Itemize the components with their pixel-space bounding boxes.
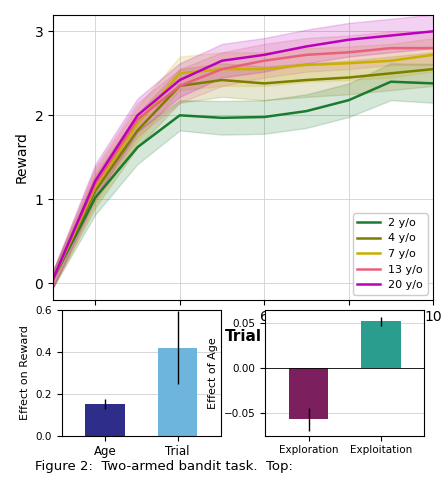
13 y/o [50, 276, 56, 282]
13 y/o [177, 83, 183, 89]
7 y/o [431, 52, 436, 58]
20 y/o [219, 58, 225, 63]
7 y/o [50, 276, 56, 282]
Bar [158, 348, 198, 436]
13 y/o [93, 182, 98, 187]
2 y/o [219, 115, 225, 121]
20 y/o [388, 32, 393, 38]
7 y/o [177, 70, 183, 76]
X-axis label: Trial: Trial [225, 329, 262, 344]
7 y/o [388, 58, 393, 63]
Y-axis label: Effect of Age: Effect of Age [208, 337, 218, 408]
2 y/o [304, 108, 309, 114]
4 y/o [219, 77, 225, 83]
7 y/o [304, 62, 309, 68]
4 y/o [177, 83, 183, 89]
2 y/o [388, 79, 393, 85]
13 y/o [219, 66, 225, 72]
Bar [289, 368, 328, 420]
Legend: 2 y/o, 4 y/o, 7 y/o, 13 y/o, 20 y/o: 2 y/o, 4 y/o, 7 y/o, 13 y/o, 20 y/o [353, 213, 427, 295]
4 y/o [304, 77, 309, 83]
20 y/o [304, 44, 309, 49]
20 y/o [50, 276, 56, 282]
4 y/o [135, 127, 140, 133]
2 y/o [346, 97, 351, 103]
13 y/o [388, 45, 393, 51]
13 y/o [135, 117, 140, 122]
2 y/o [177, 112, 183, 118]
7 y/o [135, 121, 140, 127]
2 y/o [135, 144, 140, 150]
20 y/o [346, 37, 351, 43]
20 y/o [262, 52, 267, 58]
Line: 20 y/o: 20 y/o [53, 31, 433, 279]
Y-axis label: Effect on Reward: Effect on Reward [20, 325, 30, 420]
4 y/o [346, 75, 351, 80]
13 y/o [346, 49, 351, 55]
4 y/o [262, 80, 267, 86]
4 y/o [431, 66, 436, 72]
Text: Figure 2:  Two-armed bandit task.  Top:: Figure 2: Two-armed bandit task. Top: [35, 460, 293, 473]
7 y/o [346, 60, 351, 66]
2 y/o [431, 80, 436, 86]
4 y/o [93, 188, 98, 194]
2 y/o [93, 195, 98, 200]
20 y/o [431, 29, 436, 34]
Y-axis label: Reward: Reward [15, 131, 29, 183]
13 y/o [304, 52, 309, 58]
4 y/o [388, 70, 393, 76]
Line: 4 y/o: 4 y/o [53, 69, 433, 279]
13 y/o [262, 58, 267, 63]
Line: 2 y/o: 2 y/o [53, 82, 433, 279]
Line: 7 y/o: 7 y/o [53, 55, 433, 279]
2 y/o [50, 276, 56, 282]
20 y/o [135, 112, 140, 118]
7 y/o [262, 66, 267, 72]
Bar [85, 404, 125, 436]
4 y/o [50, 276, 56, 282]
7 y/o [93, 184, 98, 190]
7 y/o [219, 66, 225, 72]
Line: 13 y/o: 13 y/o [53, 48, 433, 279]
20 y/o [93, 178, 98, 184]
20 y/o [177, 77, 183, 83]
2 y/o [262, 114, 267, 120]
Bar [361, 321, 401, 368]
13 y/o [431, 45, 436, 51]
